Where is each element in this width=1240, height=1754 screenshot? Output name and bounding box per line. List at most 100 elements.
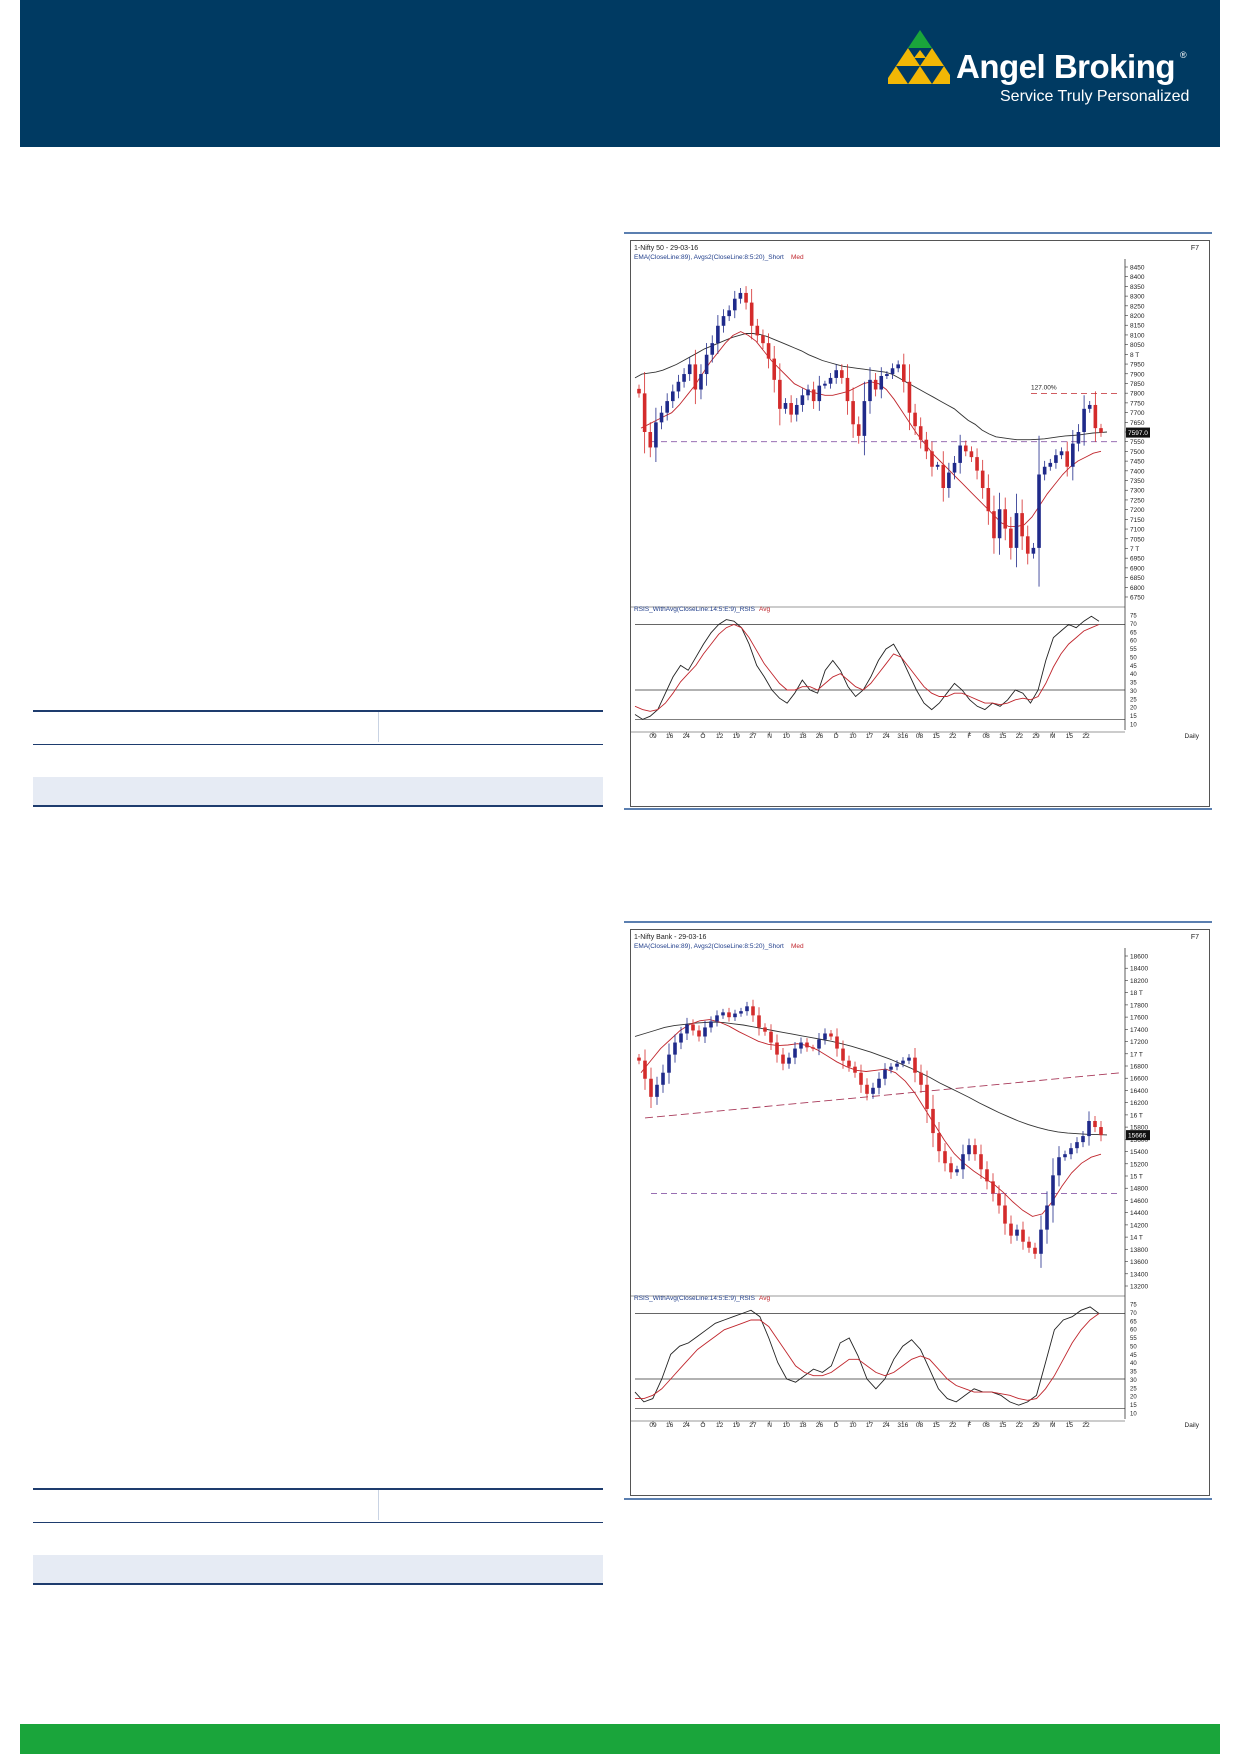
y-tick-label: 18600 [1130, 954, 1148, 961]
y-tick-label: 7250 [1130, 497, 1145, 504]
x-tick-label: 09 [649, 733, 657, 740]
y-tick-label: 14600 [1130, 1198, 1148, 1205]
y-tick-label: 14 T [1130, 1235, 1143, 1242]
rsis-line [634, 1306, 1100, 1406]
x-tick-label: 17 [866, 1422, 874, 1429]
x-tick-label: 22 [1016, 733, 1024, 740]
y-tick-label: 16 T [1130, 1112, 1143, 1119]
x-tick-label: 08 [916, 1422, 924, 1429]
x-tick-label: 18 [799, 733, 807, 740]
y-tick-label: 13600 [1130, 1259, 1148, 1266]
short-average-line [640, 1019, 1102, 1217]
candle-body [727, 310, 731, 317]
x-tick-label: 29 [1032, 1422, 1040, 1429]
candle-body [1027, 1241, 1031, 1248]
x-tick-label: 09 [649, 1422, 657, 1429]
rsi-tick-label: 55 [1130, 1336, 1137, 1342]
candle-body [963, 445, 968, 452]
candle-body [890, 368, 895, 375]
candle-body [1048, 462, 1053, 467]
x-tick-label: 17 [866, 733, 874, 740]
candle-body [667, 1054, 671, 1073]
last-price-tag-box [1126, 427, 1150, 438]
candle-body [828, 377, 833, 384]
last-price-tag: 15666 [1128, 1133, 1146, 1140]
indicator-label: EMA(CloseLine:89), Avgs2(CloseLine:8:5:2… [634, 943, 784, 950]
candle-body [699, 374, 703, 390]
candle-body [709, 1021, 713, 1028]
candle-body [1009, 528, 1013, 548]
x-tick-label: 16 [666, 1422, 674, 1429]
candle-body [659, 412, 664, 423]
x-tick-label: O [700, 733, 705, 740]
x-tick-label: 29 [1032, 733, 1040, 740]
y-tick-label: 6800 [1130, 585, 1145, 592]
x-tick-label: 16 [666, 733, 674, 740]
rsi-tick-label: 30 [1130, 689, 1137, 695]
y-tick-label: 15 T [1130, 1174, 1143, 1181]
candle-body [793, 1048, 797, 1058]
candle-body [873, 379, 878, 390]
candle-body [1065, 451, 1069, 467]
page-footer [20, 1724, 1220, 1754]
candle-body [1093, 404, 1098, 429]
candle-body [889, 1066, 893, 1070]
candle-body [979, 1154, 983, 1170]
y-tick-label: 8 T [1130, 352, 1139, 359]
x-tick-label: 22 [1082, 733, 1090, 740]
ema-89-line [634, 1021, 1108, 1136]
y-tick-label: 15600 [1130, 1137, 1148, 1144]
candle-body [738, 292, 743, 299]
rsi-tick-label: 40 [1130, 672, 1137, 678]
bank-nifty-chart-panel: 1-Nifty Bank - 29-03-16 F7 EMA(CloseLine:8… [624, 921, 1212, 1500]
candle-body [704, 354, 709, 375]
y-tick-label: 8150 [1130, 323, 1145, 330]
brand-logo[interactable]: Angel Broking ® Service Truly Personaliz… [888, 28, 1189, 108]
candle-body [823, 383, 827, 386]
y-tick-label: 7750 [1130, 400, 1145, 407]
rsi-tick-label: 20 [1130, 706, 1137, 712]
y-tick-label: 7150 [1130, 517, 1145, 524]
candle-body [883, 1069, 887, 1079]
candle-body [800, 395, 805, 405]
rsi-tick-label: 70 [1130, 1311, 1137, 1317]
candle-body [919, 1072, 923, 1085]
y-tick-label: 7450 [1130, 459, 1145, 466]
y-tick-label: 13200 [1130, 1284, 1148, 1291]
y-tick-label: 17600 [1130, 1015, 1148, 1022]
candle-body [710, 343, 715, 355]
candle-body [671, 391, 675, 402]
y-tick-label: 6950 [1130, 556, 1145, 563]
candle-body [871, 1087, 875, 1094]
candle-body [907, 381, 912, 413]
candle-body [1099, 428, 1103, 433]
candle-body [766, 343, 771, 359]
candle-body [763, 1027, 767, 1032]
y-tick-label: 18 T [1130, 990, 1143, 997]
y-tick-label: 16400 [1130, 1088, 1148, 1095]
y-tick-label: 7300 [1130, 488, 1145, 495]
nifty-chart-panel: 1-Nifty 50 - 29-03-16 F7 EMA(CloseLine:89)… [624, 232, 1212, 810]
candle-body [877, 1078, 881, 1088]
candle-body [739, 1011, 743, 1014]
candle-body [913, 1057, 917, 1073]
candle-body [1042, 466, 1047, 475]
candle-body [1051, 1175, 1055, 1206]
x-tick-label: 27 [749, 733, 757, 740]
candle-body [661, 1072, 665, 1085]
y-tick-label: 18400 [1130, 966, 1148, 973]
candle-body [997, 1193, 1001, 1206]
y-tick-label: 7700 [1130, 410, 1145, 417]
candle-body [744, 292, 748, 303]
candle-body [757, 1015, 761, 1028]
candle-body [1081, 1136, 1085, 1143]
candle-body [649, 1078, 653, 1097]
candle-body [1087, 1121, 1091, 1137]
nifty-50-chart: 1-Nifty 50 - 29-03-16 F7 EMA(CloseLine:89)… [631, 245, 1200, 740]
candle-body [799, 1042, 803, 1049]
y-tick-label: 17200 [1130, 1039, 1148, 1046]
candle-body [1020, 513, 1024, 537]
rsi-tick-label: 15 [1130, 714, 1137, 720]
candle-body [969, 451, 974, 458]
candle-body [925, 1084, 929, 1109]
